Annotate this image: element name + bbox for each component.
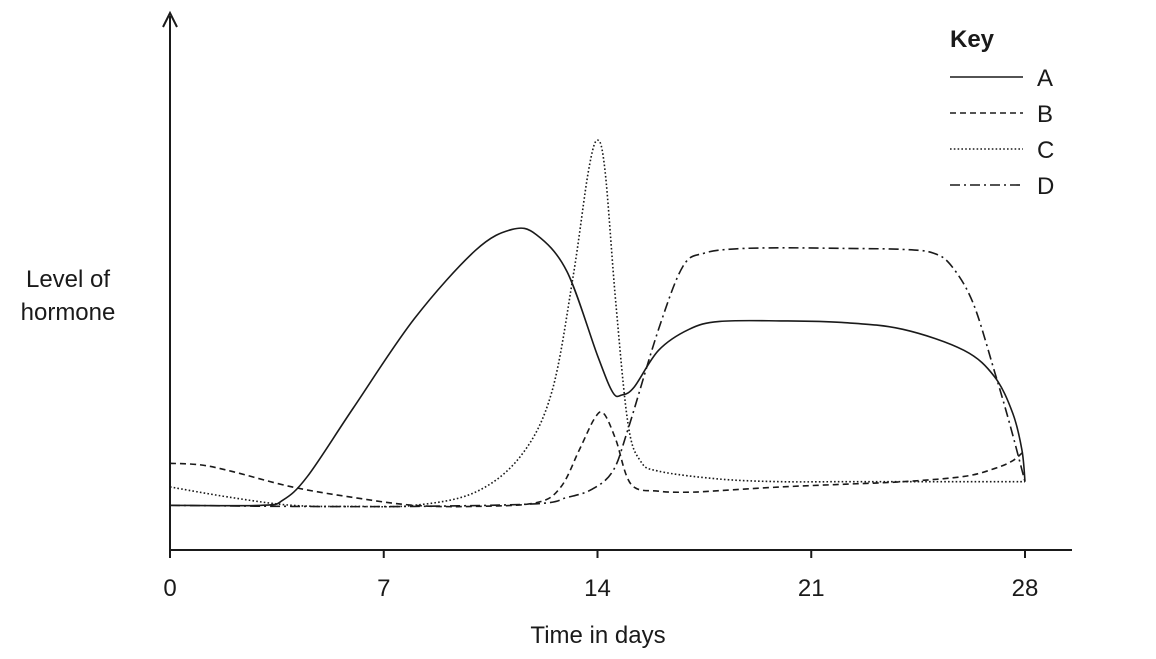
legend-title: Key	[950, 26, 995, 53]
x-tick-label: 0	[163, 575, 176, 602]
series-line-a	[169, 227, 1026, 507]
series-lines	[169, 139, 1026, 508]
legend-label-b: B	[1037, 101, 1053, 128]
series-line-b	[169, 411, 1026, 508]
y-axis-arrowhead	[162, 10, 178, 28]
x-ticks: 0 7 14 21 28	[163, 550, 1038, 602]
legend-label-d: D	[1037, 173, 1054, 200]
series-line-d	[169, 247, 1026, 508]
x-tick-label: 28	[1012, 575, 1039, 602]
x-axis-title: Time in days	[530, 622, 665, 649]
axes	[162, 10, 1072, 551]
legend-label-a: A	[1037, 65, 1053, 92]
legend-label-c: C	[1037, 137, 1054, 164]
series-line-c	[169, 139, 1025, 508]
y-axis-title-line-2: hormone	[21, 299, 116, 326]
x-tick-label: 7	[377, 575, 390, 602]
x-tick-label: 21	[798, 575, 825, 602]
y-axis-title-line-1: Level of	[26, 266, 110, 293]
x-tick-label: 14	[584, 575, 611, 602]
